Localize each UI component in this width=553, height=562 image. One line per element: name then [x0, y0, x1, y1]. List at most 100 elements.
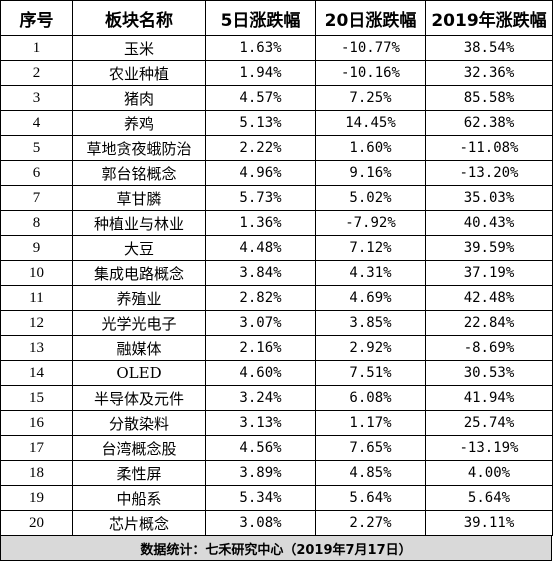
change-5day: 4.48%: [205, 235, 316, 261]
table-row: 1 玉米 1.63% -10.77% 38.54%: [0, 35, 553, 61]
row-index: 3: [0, 85, 73, 111]
change-2019: 32.36%: [425, 60, 553, 86]
table-row: 11 养殖业 2.82% 4.69% 42.48%: [0, 285, 553, 311]
change-5day: 2.82%: [205, 285, 316, 311]
sector-name: 集成电路概念: [72, 260, 206, 286]
table-body: 1 玉米 1.63% -10.77% 38.54% 2 农业种植 1.94% -10.16% 32…: [0, 35, 553, 536]
sector-name: 草地贪夜蛾防治: [72, 135, 206, 161]
change-5day: 3.08%: [205, 510, 316, 536]
change-20day: 7.12%: [315, 235, 426, 261]
sector-name: 芯片概念: [72, 510, 206, 536]
change-2019: 38.54%: [425, 35, 553, 61]
header-index: 序号: [0, 0, 73, 36]
change-5day: 4.56%: [205, 435, 316, 461]
header-5day-change: 5日涨跌幅: [205, 0, 316, 36]
table-row: 5 草地贪夜蛾防治 2.22% 1.60% -11.08%: [0, 135, 553, 161]
sector-name: 中船系: [72, 485, 206, 511]
table-row: 8 种植业与林业 1.36% -7.92% 40.43%: [0, 210, 553, 236]
change-2019: 39.59%: [425, 235, 553, 261]
row-index: 9: [0, 235, 73, 261]
sector-name: 半导体及元件: [72, 385, 206, 411]
sector-name: 猪肉: [72, 85, 206, 111]
change-20day: -10.77%: [315, 35, 426, 61]
change-2019: 85.58%: [425, 85, 553, 111]
change-20day: -10.16%: [315, 60, 426, 86]
sector-name: 大豆: [72, 235, 206, 261]
table-row: 6 郭台铭概念 4.96% 9.16% -13.20%: [0, 160, 553, 186]
change-2019: 37.19%: [425, 260, 553, 286]
change-5day: 4.57%: [205, 85, 316, 111]
row-index: 15: [0, 385, 73, 411]
change-20day: -7.92%: [315, 210, 426, 236]
change-20day: 1.60%: [315, 135, 426, 161]
change-2019: 41.94%: [425, 385, 553, 411]
change-2019: -11.08%: [425, 135, 553, 161]
table-row: 20 芯片概念 3.08% 2.27% 39.11%: [0, 510, 553, 536]
change-20day: 14.45%: [315, 110, 426, 136]
change-5day: 3.84%: [205, 260, 316, 286]
change-5day: 3.89%: [205, 460, 316, 486]
sector-name: 融媒体: [72, 335, 206, 361]
sector-name: 养鸡: [72, 110, 206, 136]
table-row: 7 草甘膦 5.73% 5.02% 35.03%: [0, 185, 553, 211]
row-index: 1: [0, 35, 73, 61]
change-20day: 4.85%: [315, 460, 426, 486]
table-row: 3 猪肉 4.57% 7.25% 85.58%: [0, 85, 553, 111]
change-5day: 3.13%: [205, 410, 316, 436]
table-row: 16 分散染料 3.13% 1.17% 25.74%: [0, 410, 553, 436]
table-row: 15 半导体及元件 3.24% 6.08% 41.94%: [0, 385, 553, 411]
table-row: 9 大豆 4.48% 7.12% 39.59%: [0, 235, 553, 261]
sector-name: 柔性屏: [72, 460, 206, 486]
row-index: 7: [0, 185, 73, 211]
sector-name: 农业种植: [72, 60, 206, 86]
change-20day: 9.16%: [315, 160, 426, 186]
change-5day: 3.07%: [205, 310, 316, 336]
change-2019: -13.20%: [425, 160, 553, 186]
sector-performance-table: 序号 板块名称 5日涨跌幅 20日涨跌幅 2019年涨跌幅 1 玉米 1.63% -1…: [0, 0, 553, 536]
sector-name: 光学光电子: [72, 310, 206, 336]
sector-name: 养殖业: [72, 285, 206, 311]
change-20day: 7.51%: [315, 360, 426, 386]
sector-name: 种植业与林业: [72, 210, 206, 236]
table-row: 12 光学光电子 3.07% 3.85% 22.84%: [0, 310, 553, 336]
change-2019: 4.00%: [425, 460, 553, 486]
change-20day: 7.65%: [315, 435, 426, 461]
table-row: 19 中船系 5.34% 5.64% 5.64%: [0, 485, 553, 511]
row-index: 4: [0, 110, 73, 136]
change-2019: -8.69%: [425, 335, 553, 361]
change-5day: 5.34%: [205, 485, 316, 511]
row-index: 20: [0, 510, 73, 536]
change-2019: 39.11%: [425, 510, 553, 536]
row-index: 10: [0, 260, 73, 286]
table-row: 14 OLED 4.60% 7.51% 30.53%: [0, 360, 553, 386]
change-20day: 5.02%: [315, 185, 426, 211]
row-index: 11: [0, 285, 73, 311]
data-source-footer: 数据统计：七禾研究中心（2019年7月17日）: [0, 536, 552, 561]
change-20day: 5.64%: [315, 485, 426, 511]
change-20day: 2.92%: [315, 335, 426, 361]
change-5day: 5.73%: [205, 185, 316, 211]
change-5day: 2.22%: [205, 135, 316, 161]
change-2019: 30.53%: [425, 360, 553, 386]
sector-name: 分散染料: [72, 410, 206, 436]
change-2019: 5.64%: [425, 485, 553, 511]
row-index: 5: [0, 135, 73, 161]
change-2019: 40.43%: [425, 210, 553, 236]
row-index: 17: [0, 435, 73, 461]
change-20day: 3.85%: [315, 310, 426, 336]
change-5day: 2.16%: [205, 335, 316, 361]
row-index: 14: [0, 360, 73, 386]
change-2019: 42.48%: [425, 285, 553, 311]
change-20day: 2.27%: [315, 510, 426, 536]
header-20day-change: 20日涨跌幅: [315, 0, 426, 36]
header-row: 序号 板块名称 5日涨跌幅 20日涨跌幅 2019年涨跌幅: [0, 0, 553, 36]
sector-name: 草甘膦: [72, 185, 206, 211]
change-20day: 6.08%: [315, 385, 426, 411]
row-index: 18: [0, 460, 73, 486]
change-2019: 62.38%: [425, 110, 553, 136]
table-row: 18 柔性屏 3.89% 4.85% 4.00%: [0, 460, 553, 486]
header-2019-change: 2019年涨跌幅: [425, 0, 553, 36]
sector-name: 郭台铭概念: [72, 160, 206, 186]
row-index: 19: [0, 485, 73, 511]
